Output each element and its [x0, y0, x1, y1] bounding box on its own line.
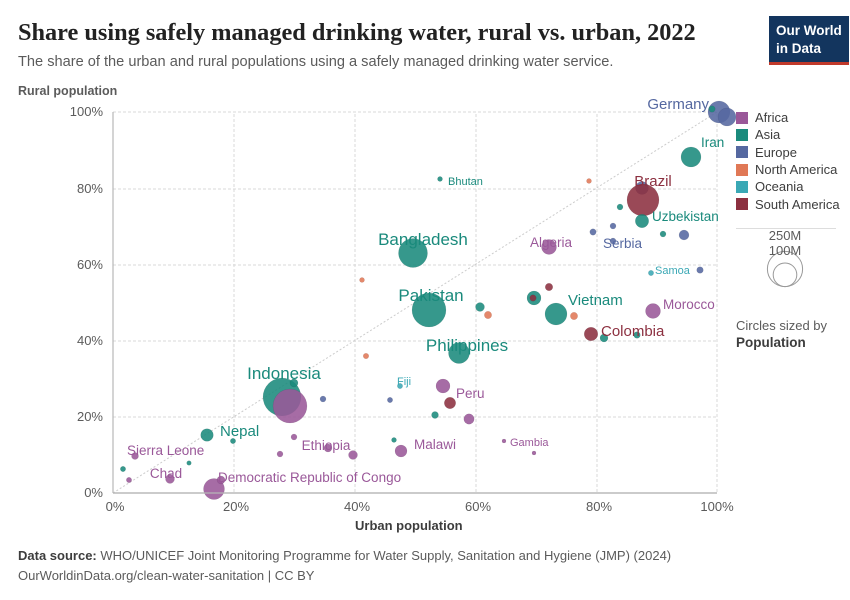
svg-text:250M: 250M [769, 231, 802, 243]
svg-text:100M: 100M [769, 243, 802, 258]
